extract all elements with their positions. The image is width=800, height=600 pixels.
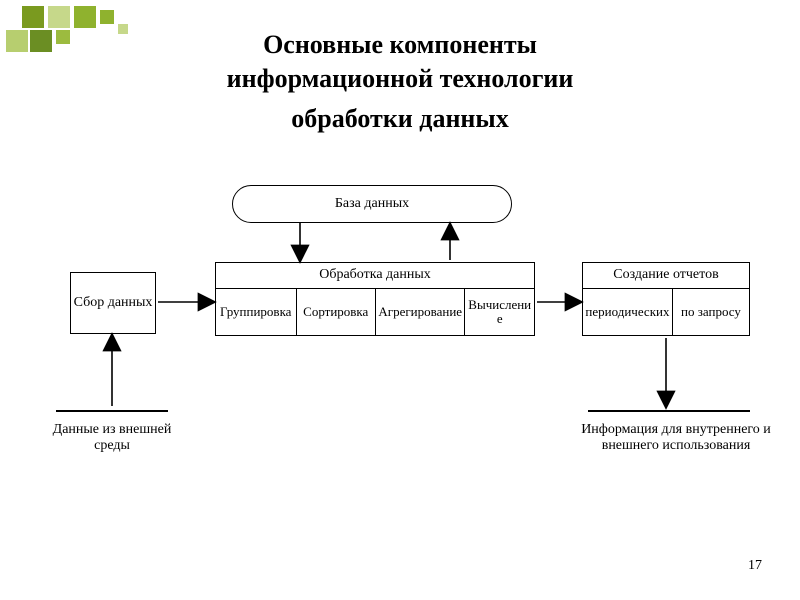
page-number: 17 — [748, 558, 762, 574]
diagram: База данных Сбор данных Обработка данных… — [0, 0, 800, 600]
arrows — [0, 0, 800, 600]
